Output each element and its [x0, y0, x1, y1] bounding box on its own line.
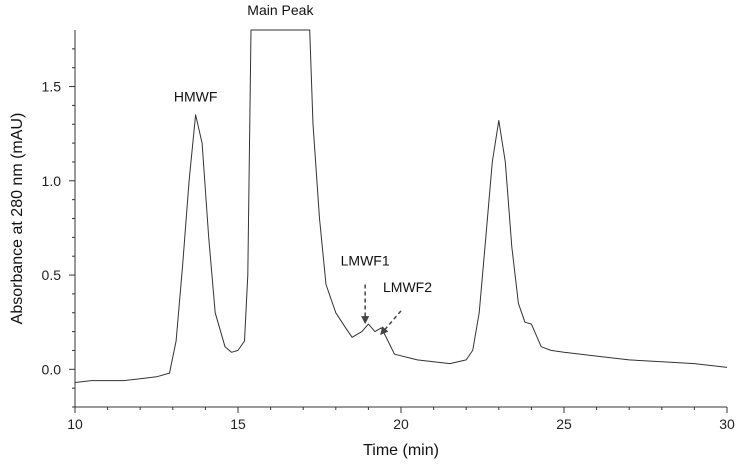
x-tick-label: 30: [719, 416, 735, 432]
annotation-label: LMWF1: [341, 253, 390, 269]
annotation-label: HMWF: [174, 89, 218, 105]
ticks: 10 15 20 25 30 0.0 0.5 1.0 1.5: [42, 48, 735, 432]
annotation-arrow: [380, 310, 402, 335]
x-tick-label: 20: [393, 416, 409, 432]
x-tick-label: 25: [556, 416, 572, 432]
x-tick-label: 15: [230, 416, 246, 432]
series-group: [74, 29, 728, 383]
x-axis-label: Time (min): [363, 442, 439, 459]
chromatogram-trace: [74, 29, 728, 383]
annotations: HMWF Main Peak LMWF1 LMWF2: [174, 2, 432, 335]
y-tick-label: 0.5: [42, 267, 62, 283]
axes: [74, 30, 727, 408]
y-tick-label: 0.0: [42, 361, 62, 377]
annotation-label: LMWF2: [383, 279, 432, 295]
annotation-label: Main Peak: [247, 2, 314, 18]
y-tick-label: 1.0: [42, 173, 62, 189]
x-tick-label: 10: [67, 416, 83, 432]
y-tick-label: 1.5: [42, 79, 62, 95]
y-axis-label: Absorbance at 280 nm (mAU): [9, 113, 26, 325]
